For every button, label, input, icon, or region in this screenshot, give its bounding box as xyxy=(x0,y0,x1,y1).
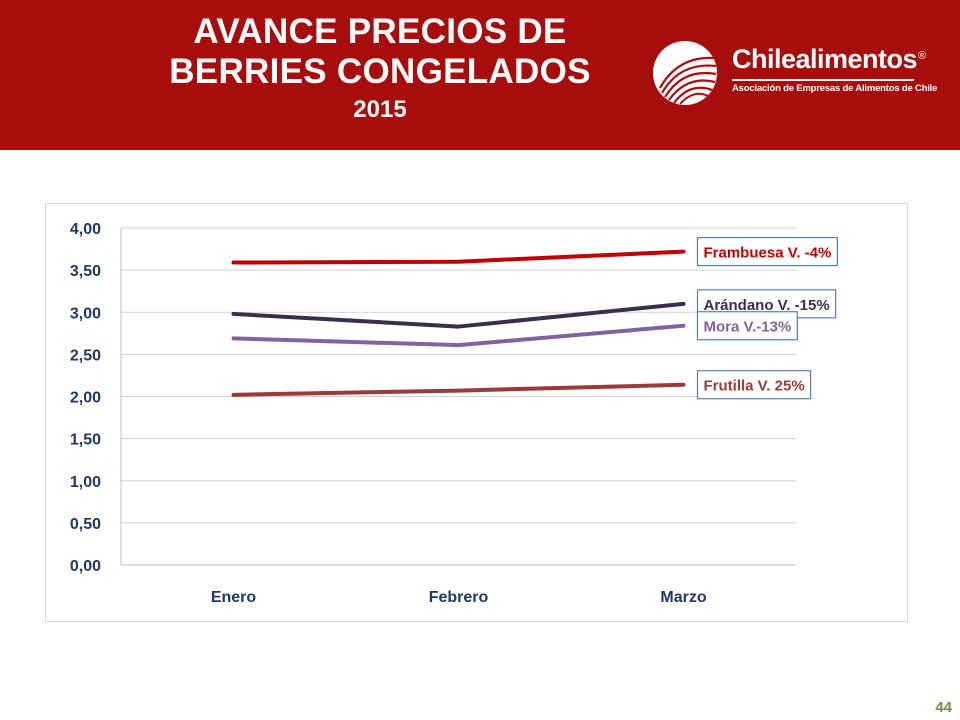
page-number: 44 xyxy=(935,699,952,716)
title-line-2: BERRIES CONGELADOS xyxy=(169,52,591,91)
x-tick-label: Febrero xyxy=(429,589,489,606)
chart-frame: 0,00 0,50 1,00 1,50 2,00 2,50 3,00 3,50 4,00 Ener… xyxy=(45,203,908,622)
series-point xyxy=(457,260,460,264)
series-label: Frambuesa V. -4% xyxy=(704,245,832,262)
series-point xyxy=(232,393,235,397)
series-point xyxy=(232,336,235,340)
series-label: Frutilla V. 25% xyxy=(704,378,805,395)
series-label-box xyxy=(696,311,798,341)
y-tick-label: 2,00 xyxy=(70,390,101,407)
series-point xyxy=(232,312,235,316)
chilealimentos-logo: Chilealimentos ® Asociación de Empresas … xyxy=(650,38,940,108)
series-point xyxy=(682,302,685,306)
series-point xyxy=(232,261,235,265)
logo-globe-icon xyxy=(653,41,717,105)
header-banner: AVANCE PRECIOS DE BERRIES CONGELADOS 201… xyxy=(0,0,960,150)
y-tick-label: 1,50 xyxy=(70,432,101,449)
y-tick-label: 0,50 xyxy=(70,516,101,533)
series-line xyxy=(231,323,686,348)
logo-brand-name: Chilealimentos xyxy=(732,44,918,74)
series-point xyxy=(457,325,460,329)
y-tick-label: 0,00 xyxy=(70,558,101,575)
series-line xyxy=(231,301,686,329)
title-year: 2015 xyxy=(353,96,407,123)
series-point xyxy=(457,389,460,393)
x-tick-label: Enero xyxy=(211,589,257,606)
slide-title: AVANCE PRECIOS DE BERRIES CONGELADOS 201… xyxy=(140,12,620,124)
series-label: Mora V.-13% xyxy=(704,319,792,336)
series-point xyxy=(682,324,685,328)
y-tick-label: 3,00 xyxy=(70,305,101,322)
y-tick-label: 3,50 xyxy=(70,263,101,280)
series-label-box xyxy=(696,370,812,400)
series-label-box xyxy=(696,236,838,267)
series-label: Arándano V. -15% xyxy=(704,297,830,314)
logo-tagline: Asociación de Empresas de Alimentos de C… xyxy=(732,83,938,94)
y-tick-label: 4,00 xyxy=(70,221,101,238)
x-tick-label: Marzo xyxy=(660,589,706,606)
title-line-1: AVANCE PRECIOS DE xyxy=(193,12,567,51)
y-tick-label: 1,00 xyxy=(70,474,101,491)
series-point xyxy=(682,250,685,254)
logo-divider xyxy=(732,79,914,81)
line-chart: 0,00 0,50 1,00 1,50 2,00 2,50 3,00 3,50 4,00 Ener… xyxy=(70,221,838,606)
y-tick-label: 2,50 xyxy=(70,347,101,364)
series-point xyxy=(457,343,460,347)
series-point xyxy=(682,383,685,387)
registered-mark: ® xyxy=(918,50,927,62)
